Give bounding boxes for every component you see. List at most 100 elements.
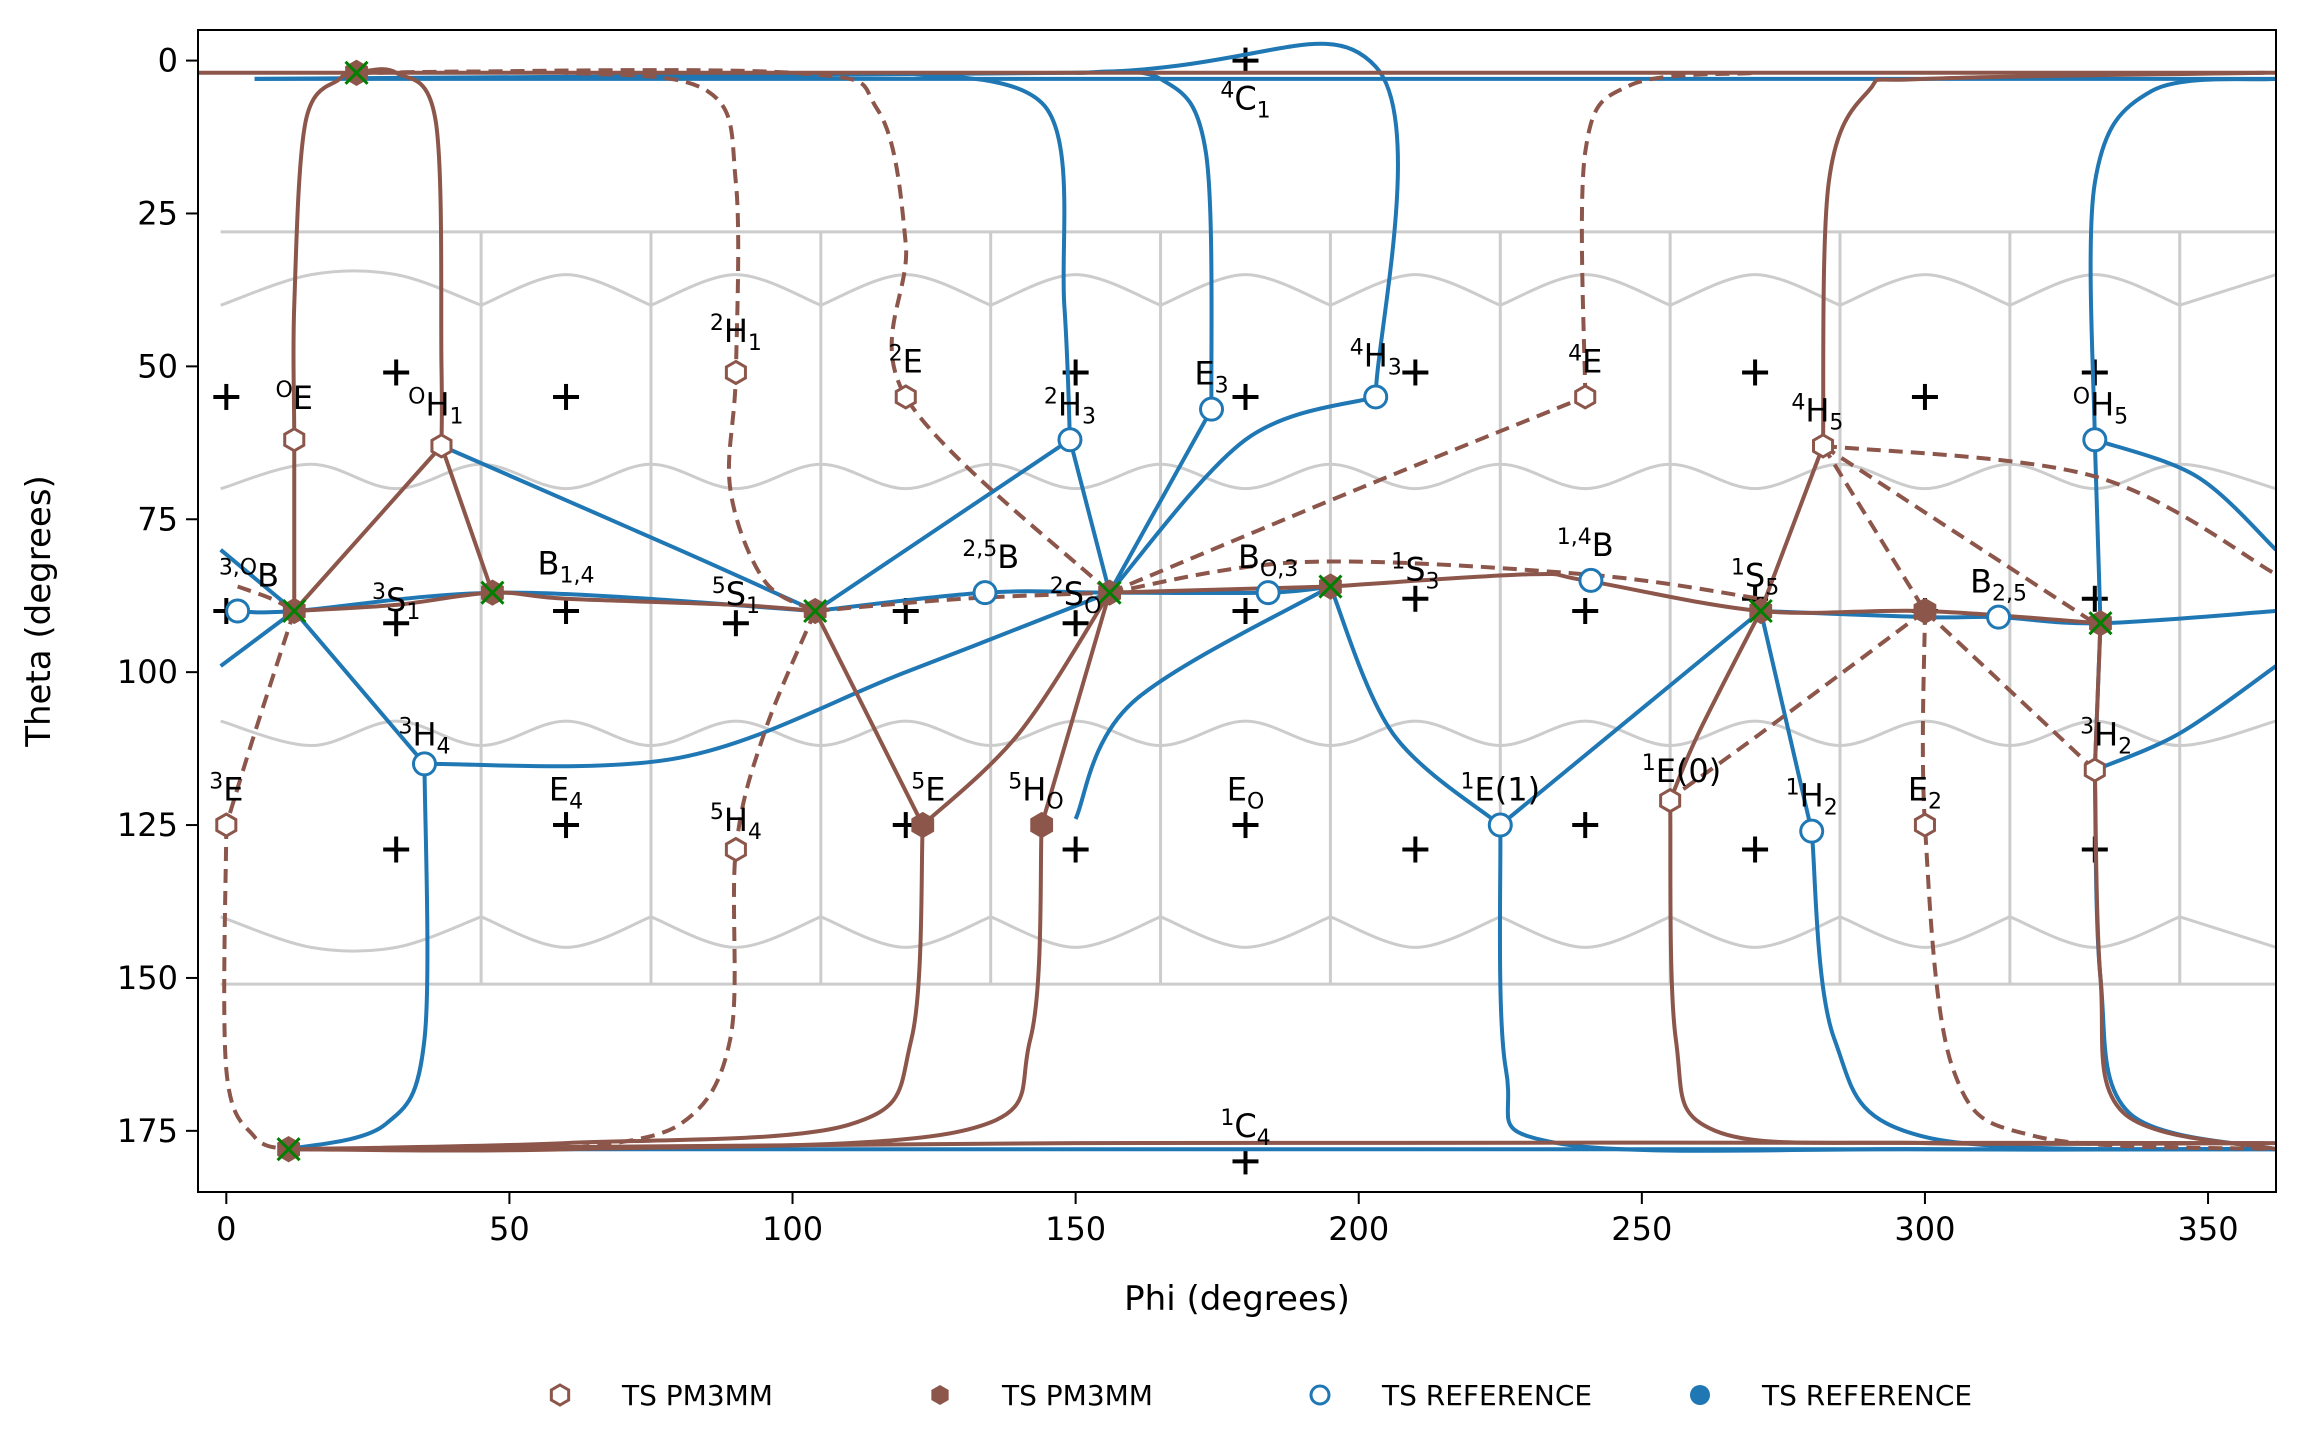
reference-path xyxy=(219,609,296,668)
transition-paths xyxy=(198,41,2276,1153)
pm3mm-path xyxy=(1668,610,1763,802)
cross-marker xyxy=(1742,359,1769,386)
x-tick-label: 150 xyxy=(1045,1210,1106,1248)
ts-pm3mm-open-marker xyxy=(1812,433,1835,459)
grid-curve xyxy=(2009,273,2181,307)
cross-marker xyxy=(383,836,410,863)
ts-pm3mm-open-marker xyxy=(2083,757,2106,783)
pm3mm-dashed-path xyxy=(1821,444,2096,625)
ts-pm3mm-open-marker xyxy=(1913,812,1936,838)
reference-path xyxy=(1107,408,1214,594)
grid-curve xyxy=(1160,915,1331,949)
puckering-label: 1E(1) xyxy=(1461,770,1541,809)
puckering-label: 4H3 xyxy=(1350,335,1402,380)
ts-reference-open-marker xyxy=(225,598,251,624)
legend-marker xyxy=(1309,1384,1331,1406)
grid-curve xyxy=(1839,915,2011,949)
cross-marker xyxy=(1572,598,1599,624)
pm3mm-path xyxy=(921,591,1112,827)
cross-marker xyxy=(1232,383,1259,410)
grid-curve xyxy=(1839,273,2011,307)
pm3mm-path xyxy=(2092,623,2103,771)
y-tick-label: 0 xyxy=(158,42,178,80)
puckering-label: 4C1 xyxy=(1220,79,1270,124)
puckering-label: 4E xyxy=(1568,341,1602,380)
cross-marker xyxy=(1402,585,1429,612)
cross-marker xyxy=(553,812,580,839)
pm3mm-path xyxy=(439,445,495,594)
pm3mm-path xyxy=(1039,592,1112,826)
grid-curve xyxy=(990,915,1162,949)
background-grid xyxy=(220,230,2276,986)
grid-curve xyxy=(1329,915,1501,949)
x-axis-label: Phi (degrees) xyxy=(1124,1279,1350,1319)
pm3mm-path xyxy=(1821,70,2265,446)
cross-marker xyxy=(1232,812,1259,839)
grid-curve xyxy=(1499,915,1671,949)
y-tick-label: 125 xyxy=(117,806,178,844)
local-minimum-marker xyxy=(1748,598,1773,624)
cross-marker xyxy=(1232,1148,1259,1175)
legend-label: TS REFERENCE xyxy=(1761,1379,1972,1412)
grid-curve xyxy=(820,915,992,949)
pm3mm-path xyxy=(288,824,1044,1153)
reference-path xyxy=(1809,830,2276,1152)
puckering-label: OH5 xyxy=(2073,384,2128,429)
cross-marker xyxy=(1232,47,1259,74)
ts-reference-open-marker xyxy=(1578,567,1604,593)
ts-reference-open-marker xyxy=(1199,396,1225,422)
x-tick-label: 50 xyxy=(489,1210,530,1248)
pm3mm-path xyxy=(1758,445,1825,612)
ts-reference-open-marker xyxy=(1363,384,1389,410)
puckering-label: E3 xyxy=(1194,355,1228,399)
pm3mm-path xyxy=(2092,769,2276,1152)
reference-path xyxy=(1758,610,1814,832)
ts-pm3mm-filled-marker xyxy=(1913,597,1937,625)
puckering-label: 3H2 xyxy=(2080,715,2132,760)
puckering-label: B2,5 xyxy=(1970,563,2027,607)
grid-curve xyxy=(220,719,2276,748)
pm3mm-dashed-path xyxy=(356,69,817,613)
ts-reference-open-marker xyxy=(1255,580,1281,606)
pm3mm-path xyxy=(1109,584,1331,595)
puckering-label: 2H1 xyxy=(710,311,762,356)
reference-path xyxy=(292,609,427,766)
puckering-label: 1,4B xyxy=(1557,525,1614,564)
legend-marker xyxy=(549,1383,571,1407)
x-tick-label: 100 xyxy=(762,1210,823,1248)
puckering-labels: 4C1 1C4 OE OH1 2H1 2E 2H3 E3 4H3 4E 4H5 OH5 3,OB 3S1 B… xyxy=(209,79,2132,1151)
cross-marker xyxy=(1062,836,1089,863)
ts-pm3mm-open-marker xyxy=(724,836,747,863)
pm3mm-path xyxy=(291,70,358,611)
pm3mm-path xyxy=(813,610,925,826)
cross-marker xyxy=(1572,812,1599,839)
puckering-label: 3,OB xyxy=(219,556,279,595)
x-tick-label: 200 xyxy=(1328,1210,1389,1248)
ts-reference-open-marker xyxy=(1986,604,2012,630)
plot-frame xyxy=(197,29,2277,1193)
pm3mm-dashed-path xyxy=(222,825,290,1152)
cross-marker xyxy=(1232,598,1259,624)
grid-curve xyxy=(1160,273,1331,307)
local-minimum-marker xyxy=(344,60,369,85)
legend-label: TS PM3MM xyxy=(1001,1379,1153,1412)
cross-marker xyxy=(1742,836,1769,863)
ts-pm3mm-open-marker xyxy=(724,359,747,386)
legend-entry: TS REFERENCE xyxy=(1309,1379,1592,1412)
local-minimum-marker xyxy=(1097,580,1122,605)
y-tick-label: 50 xyxy=(137,347,178,385)
grid-curve xyxy=(990,273,1162,307)
puckering-label: 5S1 xyxy=(712,574,760,619)
ts-reference-open-marker xyxy=(1487,812,1513,838)
puckering-label: B1,4 xyxy=(538,544,595,588)
puckering-label: E4 xyxy=(549,771,583,815)
legend-label: TS REFERENCE xyxy=(1381,1379,1592,1412)
reference-path xyxy=(1108,395,1377,594)
x-tick-label: 300 xyxy=(1894,1210,1955,1248)
ts-reference-open-marker xyxy=(411,751,437,777)
puckering-label: 3S1 xyxy=(372,580,420,625)
legend-entry: TS PM3MM xyxy=(931,1379,1153,1412)
cross-marker xyxy=(553,598,580,624)
cross-marker xyxy=(383,610,410,637)
